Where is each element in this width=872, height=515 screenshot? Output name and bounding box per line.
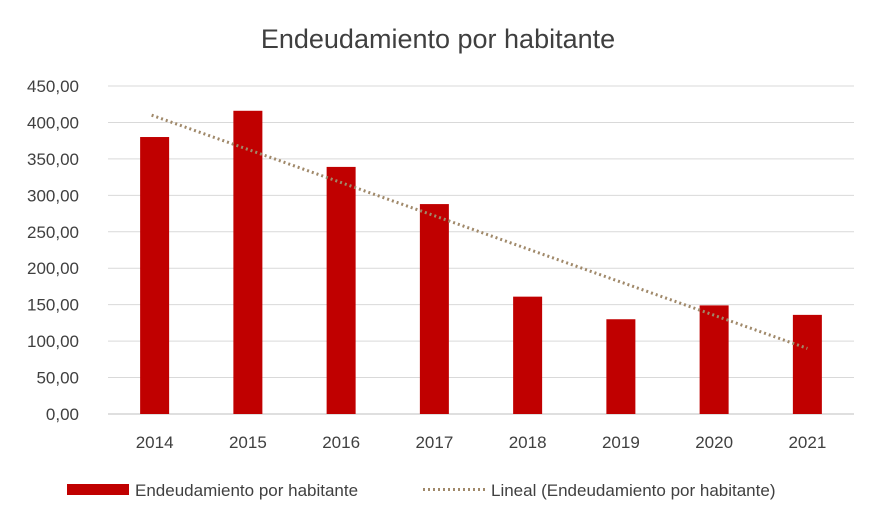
bar-2017 (419, 204, 449, 414)
bar-2019 (606, 319, 636, 414)
y-tick-label: 200,00 (27, 259, 79, 278)
y-tick-label: 400,00 (27, 113, 79, 132)
legend-swatch-bars (67, 484, 129, 495)
bar-2016 (326, 166, 356, 414)
y-tick-label: 250,00 (27, 223, 79, 242)
x-tick-label-2017: 2017 (415, 433, 453, 452)
x-tick-label-2018: 2018 (509, 433, 547, 452)
x-tick-label-2016: 2016 (322, 433, 360, 452)
legend-label-bars: Endeudamiento por habitante (135, 481, 358, 500)
x-tick-label-2014: 2014 (136, 433, 174, 452)
gridlines (108, 85, 854, 415)
x-tick-label-2015: 2015 (229, 433, 267, 452)
y-tick-label: 50,00 (36, 369, 79, 388)
trendline (151, 113, 808, 350)
legend: Endeudamiento por habitante Lineal (Ende… (67, 481, 775, 500)
bar-2020 (699, 305, 729, 414)
bar-2014 (140, 137, 170, 414)
y-axis-ticks: 0,00 50,00 100,00 150,00 200,00 250,00 300,00 3… (27, 77, 79, 424)
x-tick-label-2021: 2021 (788, 433, 826, 452)
bar-2021 (792, 314, 822, 414)
x-tick-label-2019: 2019 (602, 433, 640, 452)
y-tick-label: 100,00 (27, 332, 79, 351)
legend-label-trendline: Lineal (Endeudamiento por habitante) (491, 481, 775, 500)
x-axis-ticks: 2014 2015 2016 2017 2018 2019 2020 2021 (136, 433, 827, 452)
y-tick-label: 0,00 (46, 405, 79, 424)
bars (140, 110, 822, 414)
bar-2018 (513, 296, 543, 414)
y-tick-label: 350,00 (27, 150, 79, 169)
chart-title: Endeudamiento por habitante (261, 24, 615, 54)
y-tick-label: 300,00 (27, 186, 79, 205)
y-tick-label: 450,00 (27, 77, 79, 96)
y-tick-label: 150,00 (27, 296, 79, 315)
bar-2015 (233, 110, 263, 414)
trendline-group (151, 113, 808, 350)
x-tick-label-2020: 2020 (695, 433, 733, 452)
